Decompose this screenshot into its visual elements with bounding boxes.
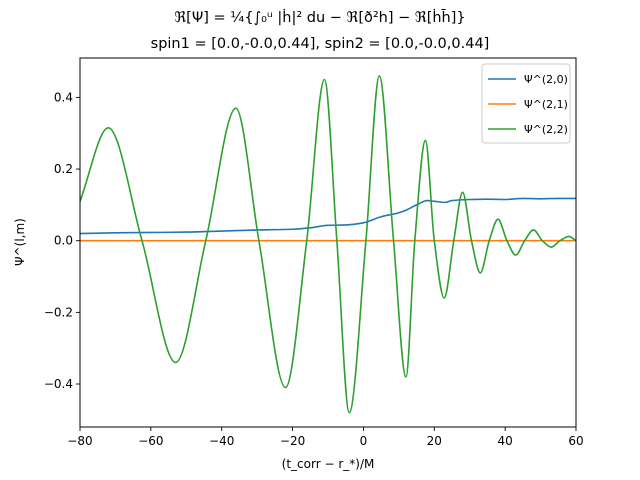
x-tick-label: 40 [498,434,513,448]
x-tick-label: −40 [209,434,234,448]
y-tick-label: 0.4 [54,90,73,104]
y-tick-label: −0.4 [44,377,73,391]
legend-label-1: Ψ^(2,1) [524,98,568,111]
legend-label-0: Ψ^(2,0) [524,73,568,86]
series-layer [80,75,576,414]
chart-title-line1: ℜ[Ψ] = ¼{∫₀ᵘ |ḣ|² du − ℜ[ð²h] − ℜ[ḣh̄]} [174,8,465,26]
y-axis-ticks: −0.4 −0.2 0.0 0.2 0.4 [44,90,80,391]
x-tick-label: −20 [280,434,305,448]
chart-title-line2: spin1 = [0.0,-0.0,0.44], spin2 = [0.0,-0… [151,36,490,52]
legend-label-2: Ψ^(2,2) [524,123,568,136]
y-axis-label: Ψ^(l,m) [13,218,27,266]
x-tick-label: 60 [568,434,583,448]
y-tick-label: 0.2 [54,162,73,176]
x-tick-label: 0 [360,434,368,448]
x-tick-label: 20 [427,434,442,448]
x-tick-label: −80 [67,434,92,448]
plot-frame [79,57,577,428]
series-line-0 [80,197,576,235]
x-axis-ticks: −80 −60 −40 −20 0 20 40 60 [67,427,584,448]
x-tick-label: −60 [138,434,163,448]
series-line-2 [80,75,576,414]
y-tick-label: 0.0 [54,234,73,248]
legend-items: Ψ^(2,0) Ψ^(2,1) Ψ^(2,2) [488,73,568,136]
legend-box [481,63,571,144]
legend: Ψ^(2,0) Ψ^(2,1) Ψ^(2,2) [481,63,571,144]
y-tick-label: −0.2 [44,305,73,319]
x-axis-label: (t_corr − r_*)/M [282,457,375,471]
